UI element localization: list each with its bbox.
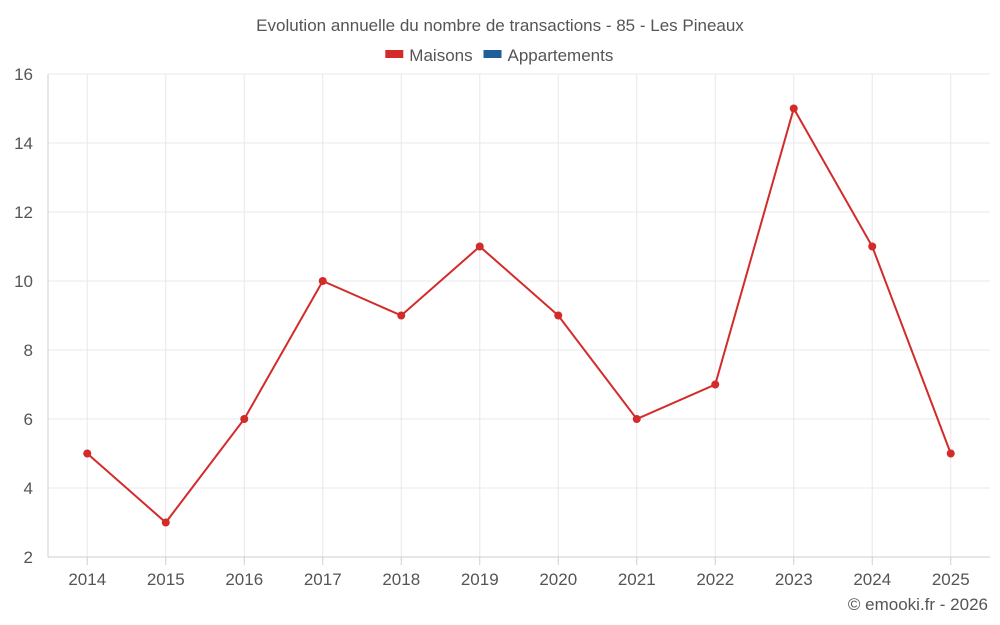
y-tick-label: 4	[24, 479, 33, 498]
x-tick-label: 2025	[932, 570, 970, 589]
x-tick-label: 2019	[461, 570, 499, 589]
x-tick-label: 2015	[147, 570, 185, 589]
data-point[interactable]	[83, 449, 92, 458]
data-point[interactable]	[789, 104, 798, 113]
legend-swatch-maisons	[385, 50, 404, 58]
data-point[interactable]	[946, 449, 955, 458]
y-axis: 2 4 6 8 10 12 14 16	[14, 65, 33, 567]
y-tick-label: 8	[24, 341, 33, 360]
x-tick-label: 2021	[618, 570, 656, 589]
x-tick-label: 2017	[304, 570, 342, 589]
legend-label-appartements[interactable]: Appartements	[508, 46, 614, 65]
data-point[interactable]	[161, 518, 170, 527]
data-point[interactable]	[397, 311, 406, 320]
chart-title: Evolution annuelle du nombre de transact…	[256, 16, 744, 35]
data-point[interactable]	[554, 311, 563, 320]
y-tick-label: 16	[14, 65, 33, 84]
x-tick-label: 2016	[225, 570, 263, 589]
data-point[interactable]	[868, 242, 877, 251]
series-line-maisons	[86, 105, 952, 524]
legend-swatch-appartements	[483, 50, 502, 58]
data-point[interactable]	[632, 415, 641, 423]
x-tick-label: 2023	[775, 570, 813, 589]
x-tick-label: 2018	[382, 570, 420, 589]
data-point[interactable]	[240, 415, 249, 423]
y-tick-label: 6	[24, 410, 33, 429]
credit-text: © emooki.fr - 2026	[848, 595, 988, 614]
series-layer	[83, 104, 955, 527]
data-point[interactable]	[711, 380, 720, 389]
y-tick-label: 14	[14, 134, 33, 153]
data-point[interactable]	[475, 242, 484, 251]
data-point[interactable]	[318, 277, 327, 285]
x-tick-label: 2020	[539, 570, 577, 589]
x-tick-label: 2014	[68, 570, 106, 589]
x-axis: 2014 2015 2016 2017 2018 2019 2020 2021 2022 2023…	[68, 557, 970, 589]
legend-label-maisons[interactable]: Maisons	[409, 46, 472, 65]
y-tick-label: 2	[24, 548, 33, 567]
legend: Maisons Appartements	[385, 46, 613, 65]
y-tick-label: 10	[14, 272, 33, 291]
x-tick-label: 2022	[696, 570, 734, 589]
x-tick-label: 2024	[853, 570, 891, 589]
y-tick-label: 12	[14, 203, 33, 222]
grid	[47, 73, 990, 558]
